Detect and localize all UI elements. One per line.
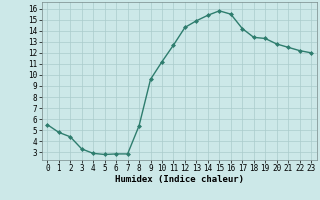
- X-axis label: Humidex (Indice chaleur): Humidex (Indice chaleur): [115, 175, 244, 184]
